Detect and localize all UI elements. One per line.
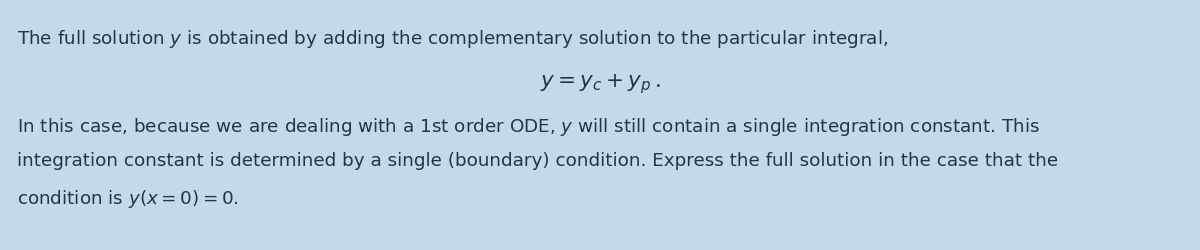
Text: In this case, because we are dealing with a 1st order ODE, $y$ will still contai: In this case, because we are dealing wit… [17, 116, 1040, 138]
Text: condition is $y(x = 0) = 0$.: condition is $y(x = 0) = 0$. [17, 187, 239, 209]
Text: $y = y_c + y_p\,.$: $y = y_c + y_p\,.$ [540, 72, 660, 96]
Text: The full solution $y$ is obtained by adding the complementary solution to the pa: The full solution $y$ is obtained by add… [17, 28, 888, 50]
Text: integration constant is determined by a single (boundary) condition. Express the: integration constant is determined by a … [17, 152, 1058, 169]
